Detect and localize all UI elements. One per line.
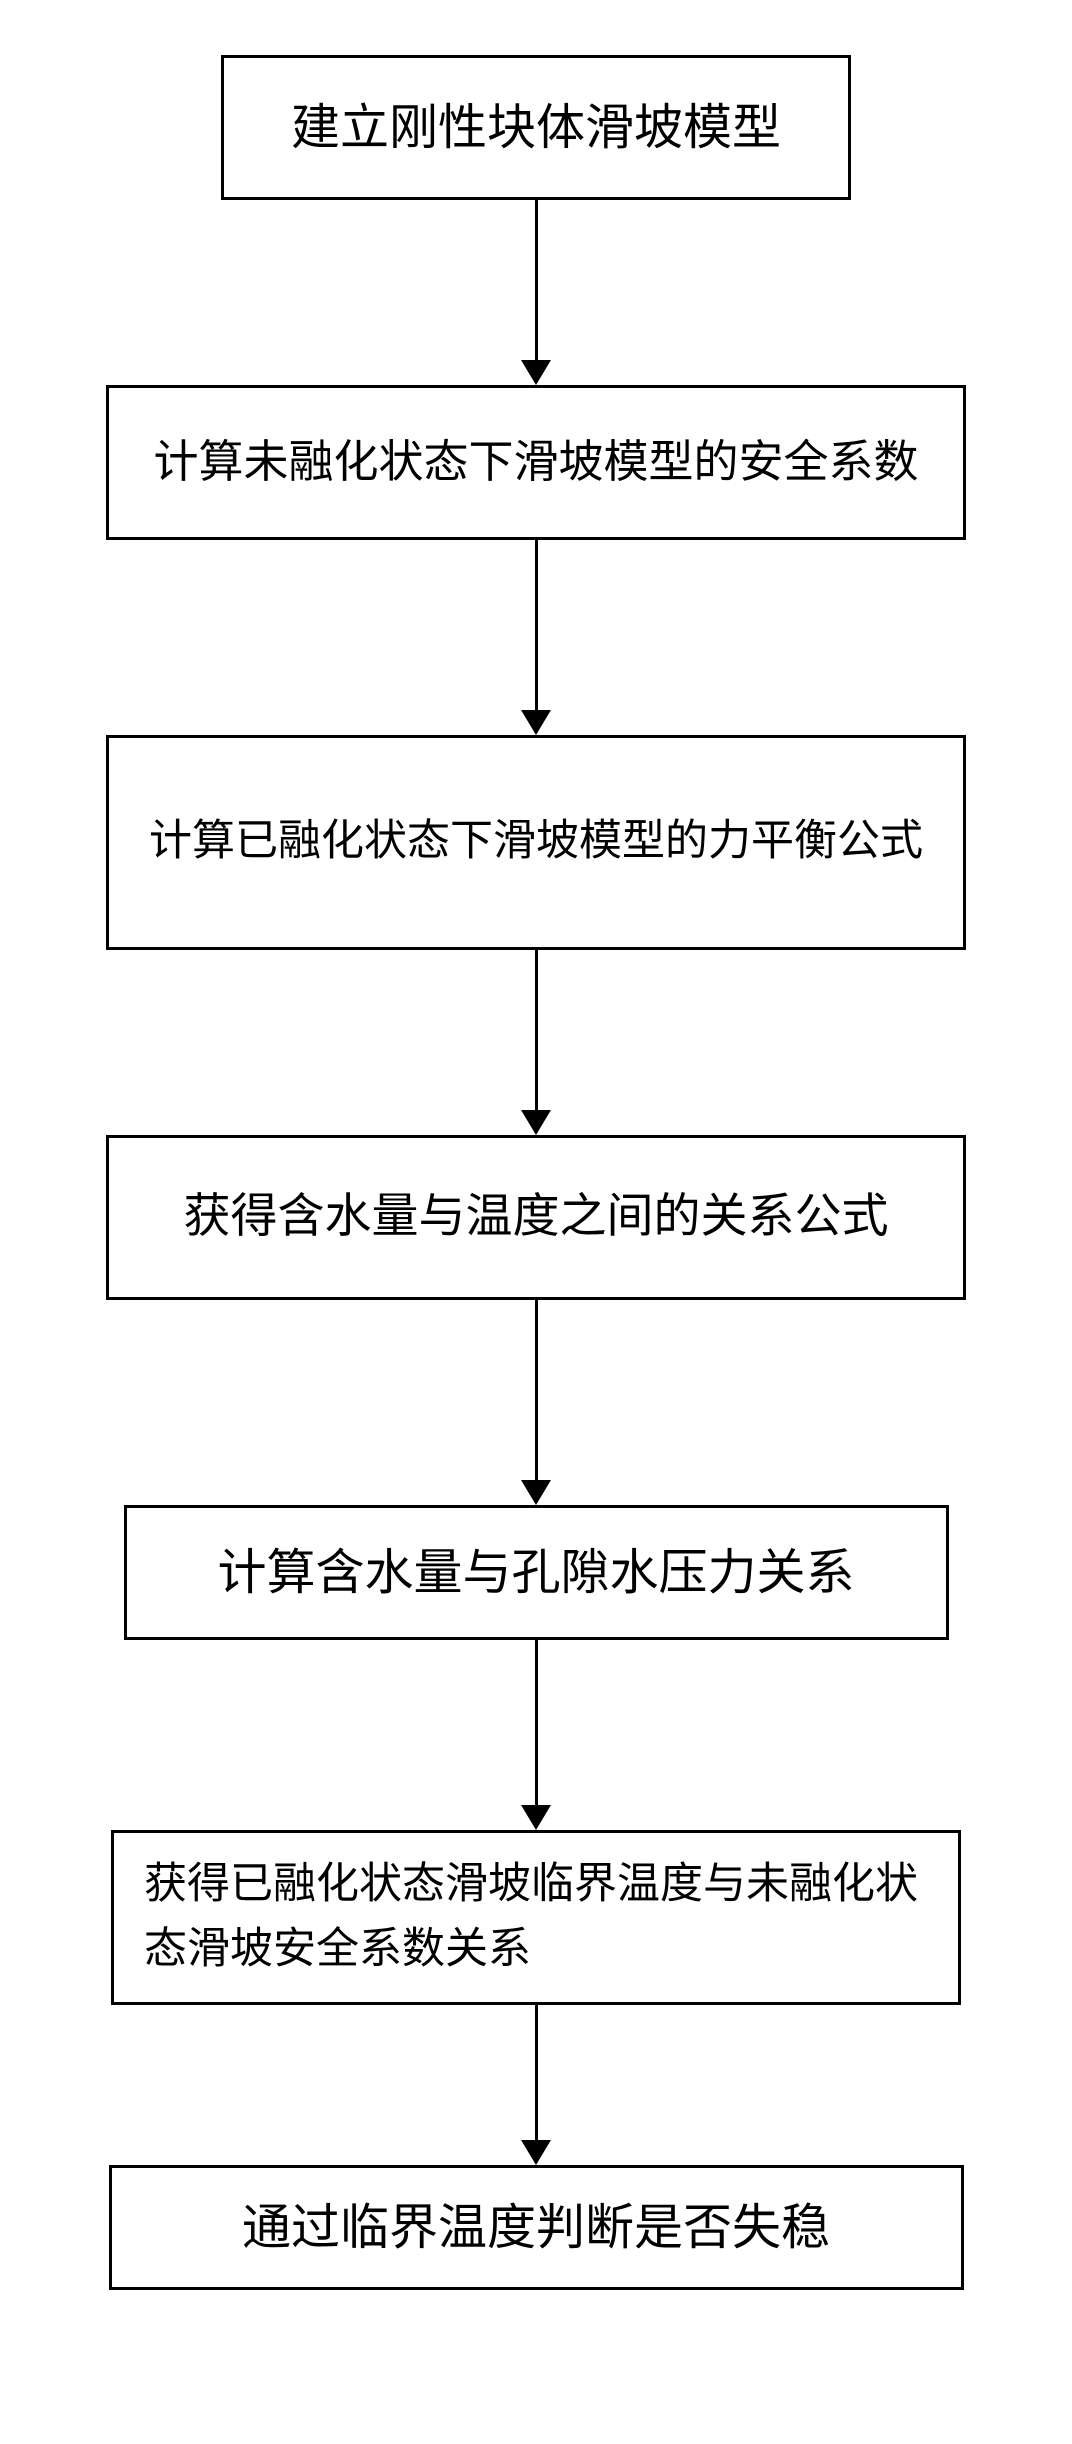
box-text-1: 建立刚性块体滑坡模型	[291, 91, 781, 165]
box-text-2: 计算未融化状态下滑坡模型的安全系数	[153, 429, 918, 497]
box-text-6: 获得已融化状态滑坡临界温度与未融化状态滑坡安全系数关系	[144, 1853, 928, 1982]
arrow-head-5	[521, 1805, 551, 1830]
flowchart-box-1: 建立刚性块体滑坡模型	[221, 55, 851, 200]
flowchart-box-6: 获得已融化状态滑坡临界温度与未融化状态滑坡安全系数关系	[111, 1830, 961, 2005]
flowchart-box-5: 计算含水量与孔隙水压力关系	[124, 1505, 949, 1640]
flowchart-box-7: 通过临界温度判断是否失稳	[109, 2165, 964, 2290]
arrow-5	[521, 1640, 551, 1830]
arrow-6	[521, 2005, 551, 2165]
flowchart-container: 建立刚性块体滑坡模型 计算未融化状态下滑坡模型的安全系数 计算已融化状态下滑坡模…	[0, 0, 1072, 2290]
arrow-line-4	[535, 1300, 538, 1480]
arrow-3	[521, 950, 551, 1135]
arrow-line-1	[535, 200, 538, 360]
flowchart-box-4: 获得含水量与温度之间的关系公式	[106, 1135, 966, 1300]
flowchart-box-2: 计算未融化状态下滑坡模型的安全系数	[106, 385, 966, 540]
arrow-head-4	[521, 1480, 551, 1505]
box-text-4: 获得含水量与温度之间的关系公式	[184, 1182, 889, 1253]
box-text-7: 通过临界温度判断是否失稳	[242, 2191, 830, 2265]
box-text-3: 计算已融化状态下滑坡模型的力平衡公式	[149, 810, 923, 875]
arrow-head-2	[521, 710, 551, 735]
arrow-line-3	[535, 950, 538, 1110]
arrow-line-5	[535, 1640, 538, 1805]
flowchart-box-3: 计算已融化状态下滑坡模型的力平衡公式	[106, 735, 966, 950]
arrow-head-1	[521, 360, 551, 385]
arrow-head-3	[521, 1110, 551, 1135]
arrow-line-6	[535, 2005, 538, 2140]
arrow-2	[521, 540, 551, 735]
arrow-4	[521, 1300, 551, 1505]
box-text-5: 计算含水量与孔隙水压力关系	[217, 1536, 854, 1610]
arrow-line-2	[535, 540, 538, 710]
arrow-head-6	[521, 2140, 551, 2165]
arrow-1	[521, 200, 551, 385]
